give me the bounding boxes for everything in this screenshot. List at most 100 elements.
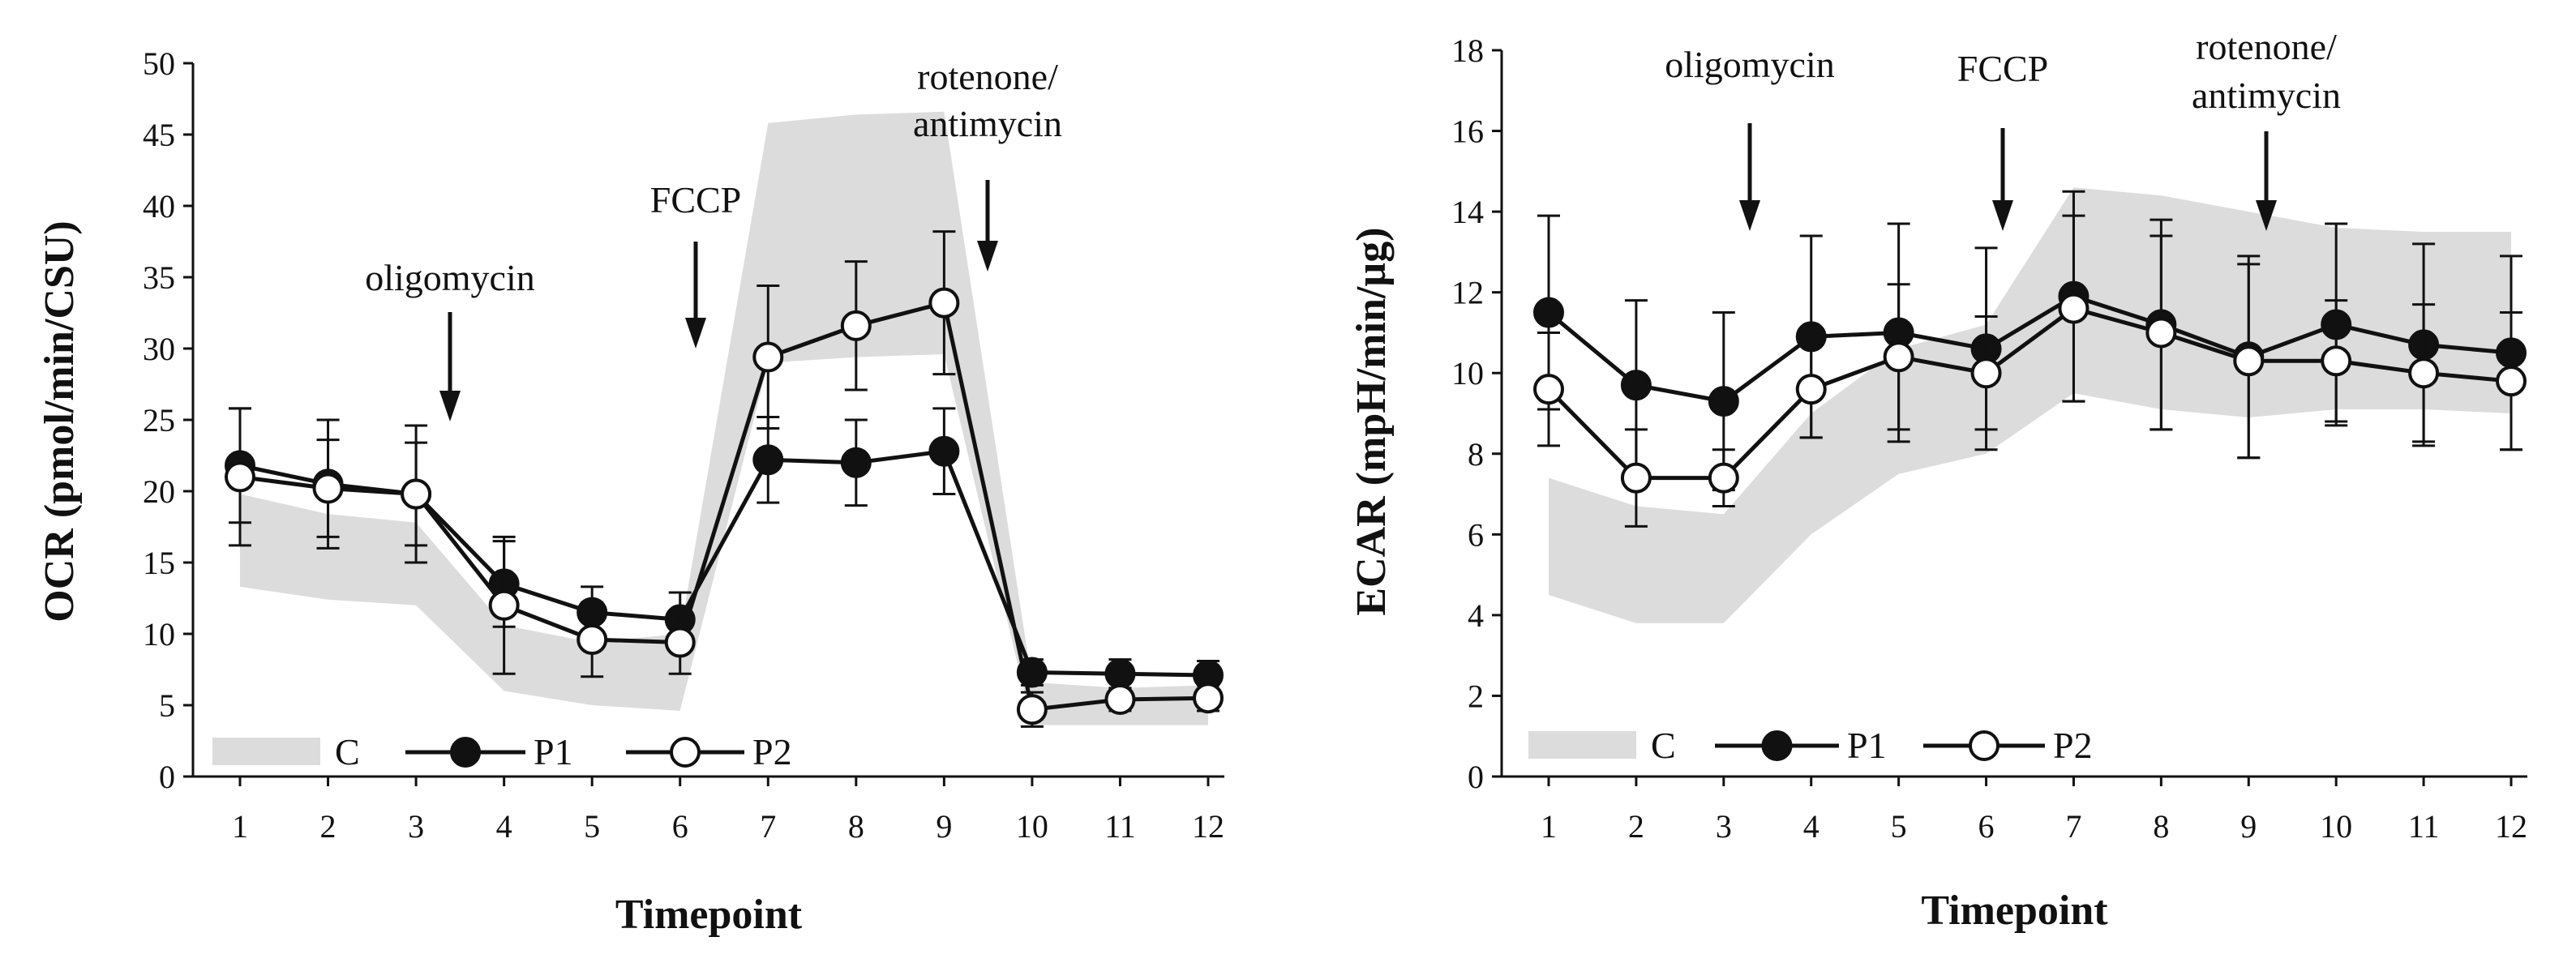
- y-tick-label: 5: [159, 687, 175, 724]
- data-point: [840, 310, 872, 341]
- y-tick-label: 45: [143, 117, 175, 153]
- data-point: [1708, 462, 1739, 494]
- legend-swatch-c: [212, 738, 320, 765]
- legend-label-c: C: [335, 731, 360, 772]
- data-point: [2321, 345, 2352, 377]
- legend-marker-p1: [450, 737, 481, 768]
- y-tick-label: 18: [1451, 32, 1484, 69]
- data-point: [1193, 682, 1224, 714]
- x-tick-label: 2: [1628, 808, 1644, 845]
- y-tick-label: 0: [159, 759, 175, 795]
- data-point: [225, 461, 255, 493]
- x-tick-label: 1: [232, 808, 248, 845]
- data-point: [1620, 462, 1652, 494]
- data-point: [664, 627, 696, 658]
- x-tick-label: 4: [496, 808, 512, 845]
- annotation-label: oligomycin: [1665, 44, 1835, 85]
- y-tick-label: 12: [1451, 275, 1484, 311]
- legend-swatch-c: [1528, 731, 1636, 759]
- y-axis-title: ECAR (mpH/min/µg): [1348, 227, 1395, 615]
- arrow-head-icon: [439, 391, 461, 421]
- annotation-label-line2: antimycin: [2192, 75, 2341, 116]
- control-band: [240, 111, 1208, 725]
- y-tick-label: 10: [1451, 355, 1484, 392]
- x-tick-label: 6: [672, 808, 688, 845]
- data-point: [576, 624, 608, 656]
- x-axis-title: Timepoint: [615, 892, 803, 938]
- y-tick-label: 35: [143, 259, 175, 296]
- series-p2: [1533, 214, 2527, 528]
- control-band: [1549, 187, 2511, 623]
- annotation-label: rotenone/: [917, 56, 1058, 97]
- annotation-label: FCCP: [1957, 48, 2049, 89]
- annotation-label: rotenone/: [2196, 26, 2337, 67]
- data-point: [928, 287, 960, 319]
- y-tick-label: 20: [143, 473, 175, 510]
- data-point: [752, 444, 784, 476]
- x-tick-label: 9: [936, 808, 952, 845]
- legend-label-p2: P2: [752, 731, 792, 772]
- x-tick-label: 12: [1192, 808, 1224, 845]
- x-tick-label: 7: [760, 808, 776, 845]
- x-tick-label: 5: [1891, 808, 1907, 845]
- x-tick-label: 9: [2240, 808, 2257, 845]
- legend-marker-p2: [670, 737, 701, 768]
- legend-marker-p1: [1761, 730, 1793, 761]
- x-tick-label: 11: [1104, 808, 1136, 845]
- x-tick-label: 10: [1016, 808, 1048, 845]
- y-tick-label: 30: [143, 331, 175, 367]
- x-tick-label: 1: [1541, 808, 1557, 845]
- data-point: [2496, 366, 2527, 397]
- data-point: [2233, 345, 2265, 377]
- data-point: [1883, 341, 1914, 373]
- data-point: [1620, 370, 1652, 401]
- x-tick-label: 3: [408, 808, 424, 845]
- data-point: [488, 589, 520, 621]
- y-tick-label: 10: [143, 616, 175, 653]
- series-p2: [225, 230, 1224, 728]
- data-point: [1970, 357, 2002, 389]
- y-tick-label: 40: [143, 188, 175, 225]
- data-point: [928, 435, 960, 467]
- annotation-label: FCCP: [650, 179, 742, 220]
- x-tick-label: 8: [2153, 808, 2169, 845]
- y-tick-label: 15: [143, 545, 175, 581]
- annotation-label: oligomycin: [365, 257, 535, 298]
- y-axis-title: OCR (pmol/min/CSU): [36, 220, 83, 622]
- x-tick-label: 4: [1803, 808, 1819, 845]
- x-tick-label: 6: [1978, 808, 1995, 845]
- arrow-head-icon: [1739, 200, 1760, 231]
- y-tick-label: 2: [1468, 678, 1484, 714]
- data-point: [1533, 374, 1564, 405]
- legend-label-p1: P1: [1847, 725, 1887, 766]
- y-tick-label: 16: [1451, 113, 1484, 150]
- arrow-head-icon: [685, 318, 706, 349]
- y-tick-label: 4: [1468, 597, 1484, 634]
- x-tick-label: 7: [2065, 808, 2081, 845]
- data-point: [1795, 374, 1827, 405]
- data-point: [752, 341, 784, 373]
- arrow-head-icon: [2256, 200, 2277, 231]
- y-tick-label: 0: [1468, 759, 1484, 795]
- data-point: [1533, 297, 1564, 328]
- y-tick-label: 8: [1468, 436, 1484, 473]
- x-tick-label: 5: [584, 808, 600, 845]
- y-tick-label: 50: [143, 45, 175, 82]
- y-tick-label: 14: [1451, 194, 1484, 230]
- x-axis-title: Timepoint: [1921, 888, 2108, 934]
- data-point: [401, 478, 432, 510]
- y-tick-label: 6: [1468, 516, 1484, 553]
- data-point: [840, 447, 872, 478]
- data-point: [1016, 694, 1048, 725]
- data-point: [2058, 293, 2090, 324]
- annotation-label-line2: antimycin: [913, 103, 1062, 144]
- x-tick-label: 3: [1716, 808, 1732, 845]
- x-tick-label: 12: [2495, 808, 2527, 845]
- legend-marker-p2: [1969, 730, 2000, 761]
- data-point: [2408, 357, 2440, 389]
- legend-label-p1: P1: [534, 731, 573, 772]
